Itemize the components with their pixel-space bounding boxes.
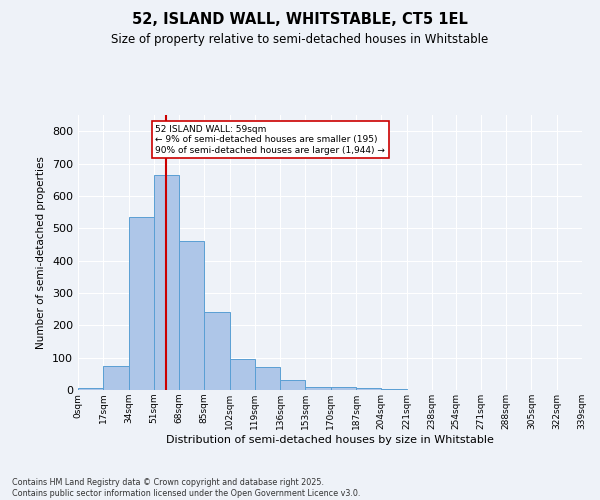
X-axis label: Distribution of semi-detached houses by size in Whitstable: Distribution of semi-detached houses by … [166, 434, 494, 444]
Bar [103, 366, 128, 390]
Bar [205, 312, 230, 390]
Bar [280, 380, 305, 390]
Bar [230, 360, 255, 390]
Bar [305, 387, 331, 390]
Text: 52 ISLAND WALL: 59sqm
← 9% of semi-detached houses are smaller (195)
90% of semi: 52 ISLAND WALL: 59sqm ← 9% of semi-detac… [155, 124, 385, 154]
Bar [128, 217, 154, 390]
Y-axis label: Number of semi-detached properties: Number of semi-detached properties [37, 156, 46, 349]
Bar [331, 387, 356, 390]
Text: 52, ISLAND WALL, WHITSTABLE, CT5 1EL: 52, ISLAND WALL, WHITSTABLE, CT5 1EL [132, 12, 468, 28]
Bar [179, 241, 205, 390]
Bar [78, 388, 103, 390]
Bar [356, 388, 381, 390]
Text: Size of property relative to semi-detached houses in Whitstable: Size of property relative to semi-detach… [112, 32, 488, 46]
Bar [154, 175, 179, 390]
Bar [255, 368, 280, 390]
Text: Contains HM Land Registry data © Crown copyright and database right 2025.
Contai: Contains HM Land Registry data © Crown c… [12, 478, 361, 498]
